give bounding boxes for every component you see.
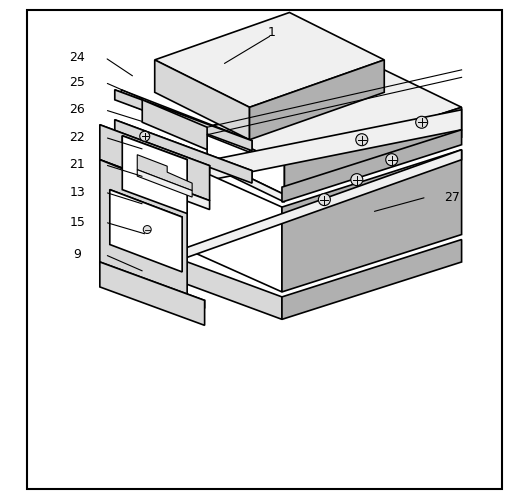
Polygon shape [167,150,462,264]
Circle shape [143,226,151,234]
Polygon shape [137,155,192,191]
Polygon shape [110,190,182,225]
Text: 26: 26 [70,103,85,116]
Circle shape [416,116,428,128]
Text: 24: 24 [70,51,85,64]
Polygon shape [207,70,462,165]
Polygon shape [100,125,210,201]
Polygon shape [142,100,207,150]
Polygon shape [115,90,252,150]
Polygon shape [207,157,285,202]
Polygon shape [122,136,187,214]
Text: 9: 9 [73,248,81,261]
Text: 15: 15 [70,216,85,229]
Polygon shape [167,254,282,319]
Polygon shape [249,60,384,140]
Text: 27: 27 [444,191,460,204]
Circle shape [351,174,363,186]
Polygon shape [100,160,187,299]
Polygon shape [110,190,182,272]
Polygon shape [117,92,249,152]
Polygon shape [115,120,252,183]
Text: 21: 21 [70,158,85,171]
Polygon shape [121,90,249,150]
Polygon shape [100,125,210,174]
Polygon shape [155,12,384,107]
Polygon shape [187,110,462,185]
Polygon shape [115,120,252,180]
Polygon shape [207,127,285,195]
Polygon shape [100,262,204,308]
Text: 25: 25 [70,76,85,89]
Polygon shape [115,90,252,151]
Circle shape [140,131,150,141]
Polygon shape [155,60,249,140]
Text: 1: 1 [268,26,276,39]
Text: 22: 22 [70,131,85,144]
Polygon shape [100,262,204,325]
Circle shape [356,134,368,146]
Circle shape [386,154,398,166]
Circle shape [319,194,330,206]
Polygon shape [282,130,462,202]
Polygon shape [285,107,462,195]
Polygon shape [137,170,192,197]
Text: 13: 13 [70,186,85,199]
Polygon shape [282,150,462,292]
Polygon shape [122,136,187,166]
Polygon shape [100,160,210,210]
Polygon shape [187,165,282,292]
Polygon shape [282,240,462,319]
